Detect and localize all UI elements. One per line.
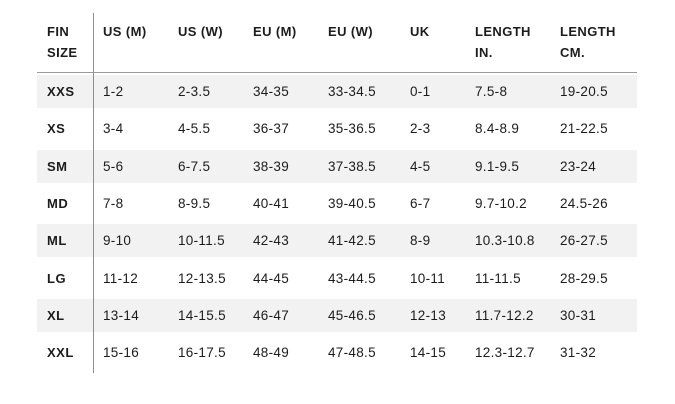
table-header: FIN SIZE US (M) US (W) EU (M) EU (W) UK …	[37, 13, 637, 73]
row-label: XXL	[47, 345, 74, 361]
cell: 46-47	[253, 307, 290, 323]
table-row-lg: LG 11-12 12-13.5 44-45 43-44.5 10-11 11-…	[37, 259, 637, 296]
cell: 13-14	[103, 307, 140, 323]
cell: 7.5-8	[475, 84, 508, 100]
cell: 12-13	[410, 307, 447, 323]
cell: 10-11.5	[178, 233, 225, 249]
cell: 33-34.5	[328, 84, 376, 100]
cell: 12-13.5	[178, 270, 226, 286]
cell: 2-3.5	[178, 84, 211, 100]
column-divider-line	[93, 13, 94, 373]
cell: 26-27.5	[560, 233, 608, 249]
cell: 47-48.5	[328, 345, 376, 361]
cell: 0-1	[410, 84, 431, 100]
cell: 40-41	[253, 196, 290, 212]
table-row-xl: XL 13-14 14-15.5 46-47 45-46.5 12-13 11.…	[37, 296, 637, 335]
cell: 43-44.5	[328, 270, 376, 286]
cell: 37-38.5	[328, 158, 376, 174]
cell: 34-35	[253, 84, 290, 100]
header-cell-length-in: LENGTH IN.	[475, 24, 531, 60]
cell: 31-32	[560, 345, 597, 361]
cell: 6-7.5	[178, 158, 211, 174]
cell: 9.1-9.5	[475, 158, 520, 174]
row-label: XXS	[47, 84, 75, 100]
cell: 14-15.5	[178, 307, 226, 323]
header-cell-eu-m: EU (M)	[253, 24, 297, 39]
cell: 41-42.5	[328, 233, 376, 249]
table-row-xxl: XXL 15-16 16-17.5 48-49 47-48.5 14-15 12…	[37, 334, 637, 371]
row-label: XL	[47, 307, 65, 323]
cell: 8-9	[410, 233, 431, 249]
header-cell-eu-w: EU (W)	[328, 24, 373, 39]
header-cell-us-m: US (M)	[103, 24, 147, 39]
cell: 2-3	[410, 121, 431, 137]
cell: 12.3-12.7	[475, 345, 535, 361]
cell: 4-5.5	[178, 121, 211, 137]
table-row-ml: ML 9-10 10-11.5 42-43 41-42.5 8-9 10.3-1…	[37, 222, 637, 260]
header-cell-length-cm: LENGTH CM.	[560, 24, 616, 60]
cell: 21-22.5	[560, 121, 608, 137]
cell: 3-4	[103, 121, 124, 137]
cell: 24.5-26	[560, 196, 608, 212]
row-label: SM	[47, 158, 68, 174]
cell: 16-17.5	[178, 345, 226, 361]
cell: 45-46.5	[328, 307, 376, 323]
cell: 42-43	[253, 233, 290, 249]
table-row-xs: XS 3-4 4-5.5 36-37 35-36.5 2-3 8.4-8.9 2…	[37, 110, 637, 147]
cell: 6-7	[410, 196, 431, 212]
table-row-xxs: XXS 1-2 2-3.5 34-35 33-34.5 0-1 7.5-8 19…	[37, 73, 637, 111]
cell: 35-36.5	[328, 121, 376, 137]
cell: 30-31	[560, 307, 597, 323]
cell: 39-40.5	[328, 196, 376, 212]
table-body: XXS 1-2 2-3.5 34-35 33-34.5 0-1 7.5-8 19…	[37, 73, 637, 371]
cell: 14-15	[410, 345, 447, 361]
header-cell-us-w: US (W)	[178, 24, 223, 39]
header-cell-fin-size: FIN SIZE	[47, 24, 78, 60]
cell: 19-20.5	[560, 84, 608, 100]
table-row-md: MD 7-8 8-9.5 40-41 39-40.5 6-7 9.7-10.2 …	[37, 185, 637, 222]
row-label: MD	[47, 196, 69, 212]
table-row-sm: SM 5-6 6-7.5 38-39 37-38.5 4-5 9.1-9.5 2…	[37, 147, 637, 185]
cell: 4-5	[410, 158, 431, 174]
cell: 8-9.5	[178, 196, 211, 212]
cell: 10.3-10.8	[475, 233, 535, 249]
cell: 28-29.5	[560, 270, 608, 286]
cell: 38-39	[253, 158, 290, 174]
row-label: LG	[47, 270, 67, 286]
fin-size-chart: FIN SIZE US (M) US (W) EU (M) EU (W) UK …	[37, 13, 637, 373]
cell: 8.4-8.9	[475, 121, 520, 137]
cell: 11-11.5	[475, 270, 521, 286]
row-label: XS	[47, 121, 66, 137]
cell: 23-24	[560, 158, 597, 174]
cell: 48-49	[253, 345, 290, 361]
cell: 11-12	[103, 270, 139, 286]
cell: 9.7-10.2	[475, 196, 527, 212]
cell: 44-45	[253, 270, 290, 286]
cell: 1-2	[103, 84, 124, 100]
cell: 5-6	[103, 158, 124, 174]
cell: 11.7-12.2	[475, 307, 534, 323]
cell: 9-10	[103, 233, 132, 249]
header-cell-uk: UK	[410, 24, 430, 39]
row-label: ML	[47, 233, 67, 249]
cell: 36-37	[253, 121, 290, 137]
cell: 15-16	[103, 345, 140, 361]
cell: 7-8	[103, 196, 124, 212]
cell: 10-11	[410, 270, 446, 286]
